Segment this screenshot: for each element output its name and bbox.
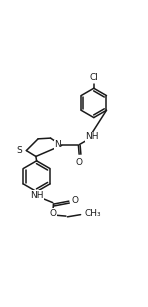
Text: S: S: [16, 146, 22, 155]
Text: N: N: [54, 141, 61, 150]
Text: O: O: [71, 196, 78, 205]
Text: NH: NH: [30, 191, 43, 200]
Text: NH: NH: [86, 132, 99, 141]
Text: O: O: [76, 158, 83, 167]
Text: O: O: [49, 209, 56, 218]
Text: CH₃: CH₃: [84, 209, 101, 218]
Text: Cl: Cl: [89, 73, 98, 82]
